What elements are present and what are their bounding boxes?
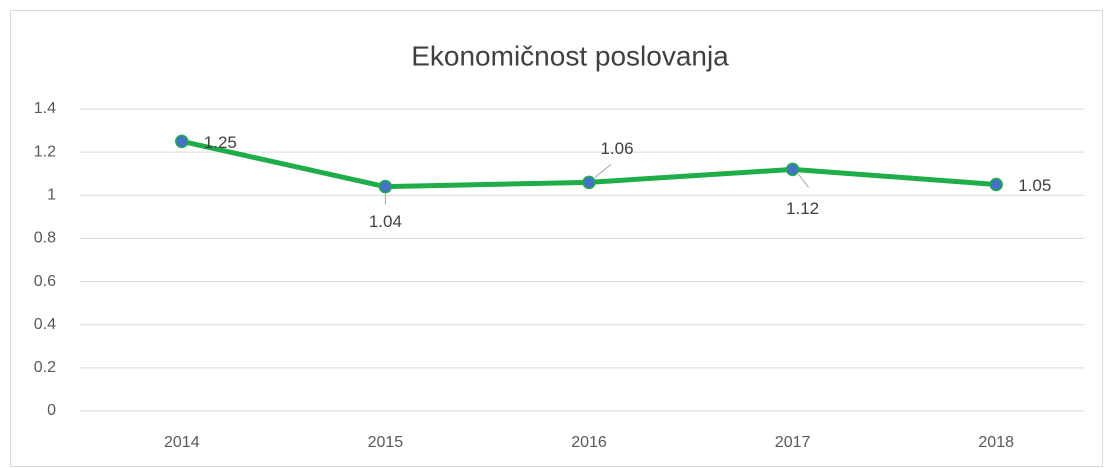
x-tick-label: 2018 bbox=[978, 434, 1014, 451]
marker bbox=[175, 134, 189, 149]
marker bbox=[378, 179, 393, 194]
leader-line bbox=[594, 163, 612, 178]
data-label: 1.25 bbox=[204, 133, 237, 152]
y-tick-label: 0 bbox=[47, 402, 56, 419]
y-tick-label: 0.6 bbox=[34, 273, 56, 290]
y-tick-label: 1 bbox=[47, 187, 56, 204]
y-tick-label: 1.4 bbox=[34, 100, 56, 117]
data-label: 1.04 bbox=[369, 212, 402, 231]
y-tick-label: 0.2 bbox=[34, 359, 56, 376]
y-tick-label: 0.4 bbox=[34, 316, 56, 333]
x-tick-label: 2015 bbox=[368, 434, 404, 451]
marker bbox=[785, 162, 800, 177]
x-tick-label: 2017 bbox=[775, 434, 811, 451]
data-label: 1.05 bbox=[1018, 176, 1051, 195]
y-tick-label: 1.2 bbox=[34, 143, 56, 160]
y-tick-label: 0.8 bbox=[34, 230, 56, 247]
marker bbox=[989, 177, 1003, 192]
marker bbox=[582, 175, 596, 190]
x-tick-label: 2016 bbox=[571, 434, 607, 451]
data-label: 1.12 bbox=[786, 199, 819, 218]
x-tick-label: 2014 bbox=[164, 434, 200, 451]
data-label: 1.06 bbox=[600, 139, 633, 158]
leader-line bbox=[798, 174, 809, 188]
chart-title: Ekonomičnost poslovanja bbox=[411, 40, 729, 71]
